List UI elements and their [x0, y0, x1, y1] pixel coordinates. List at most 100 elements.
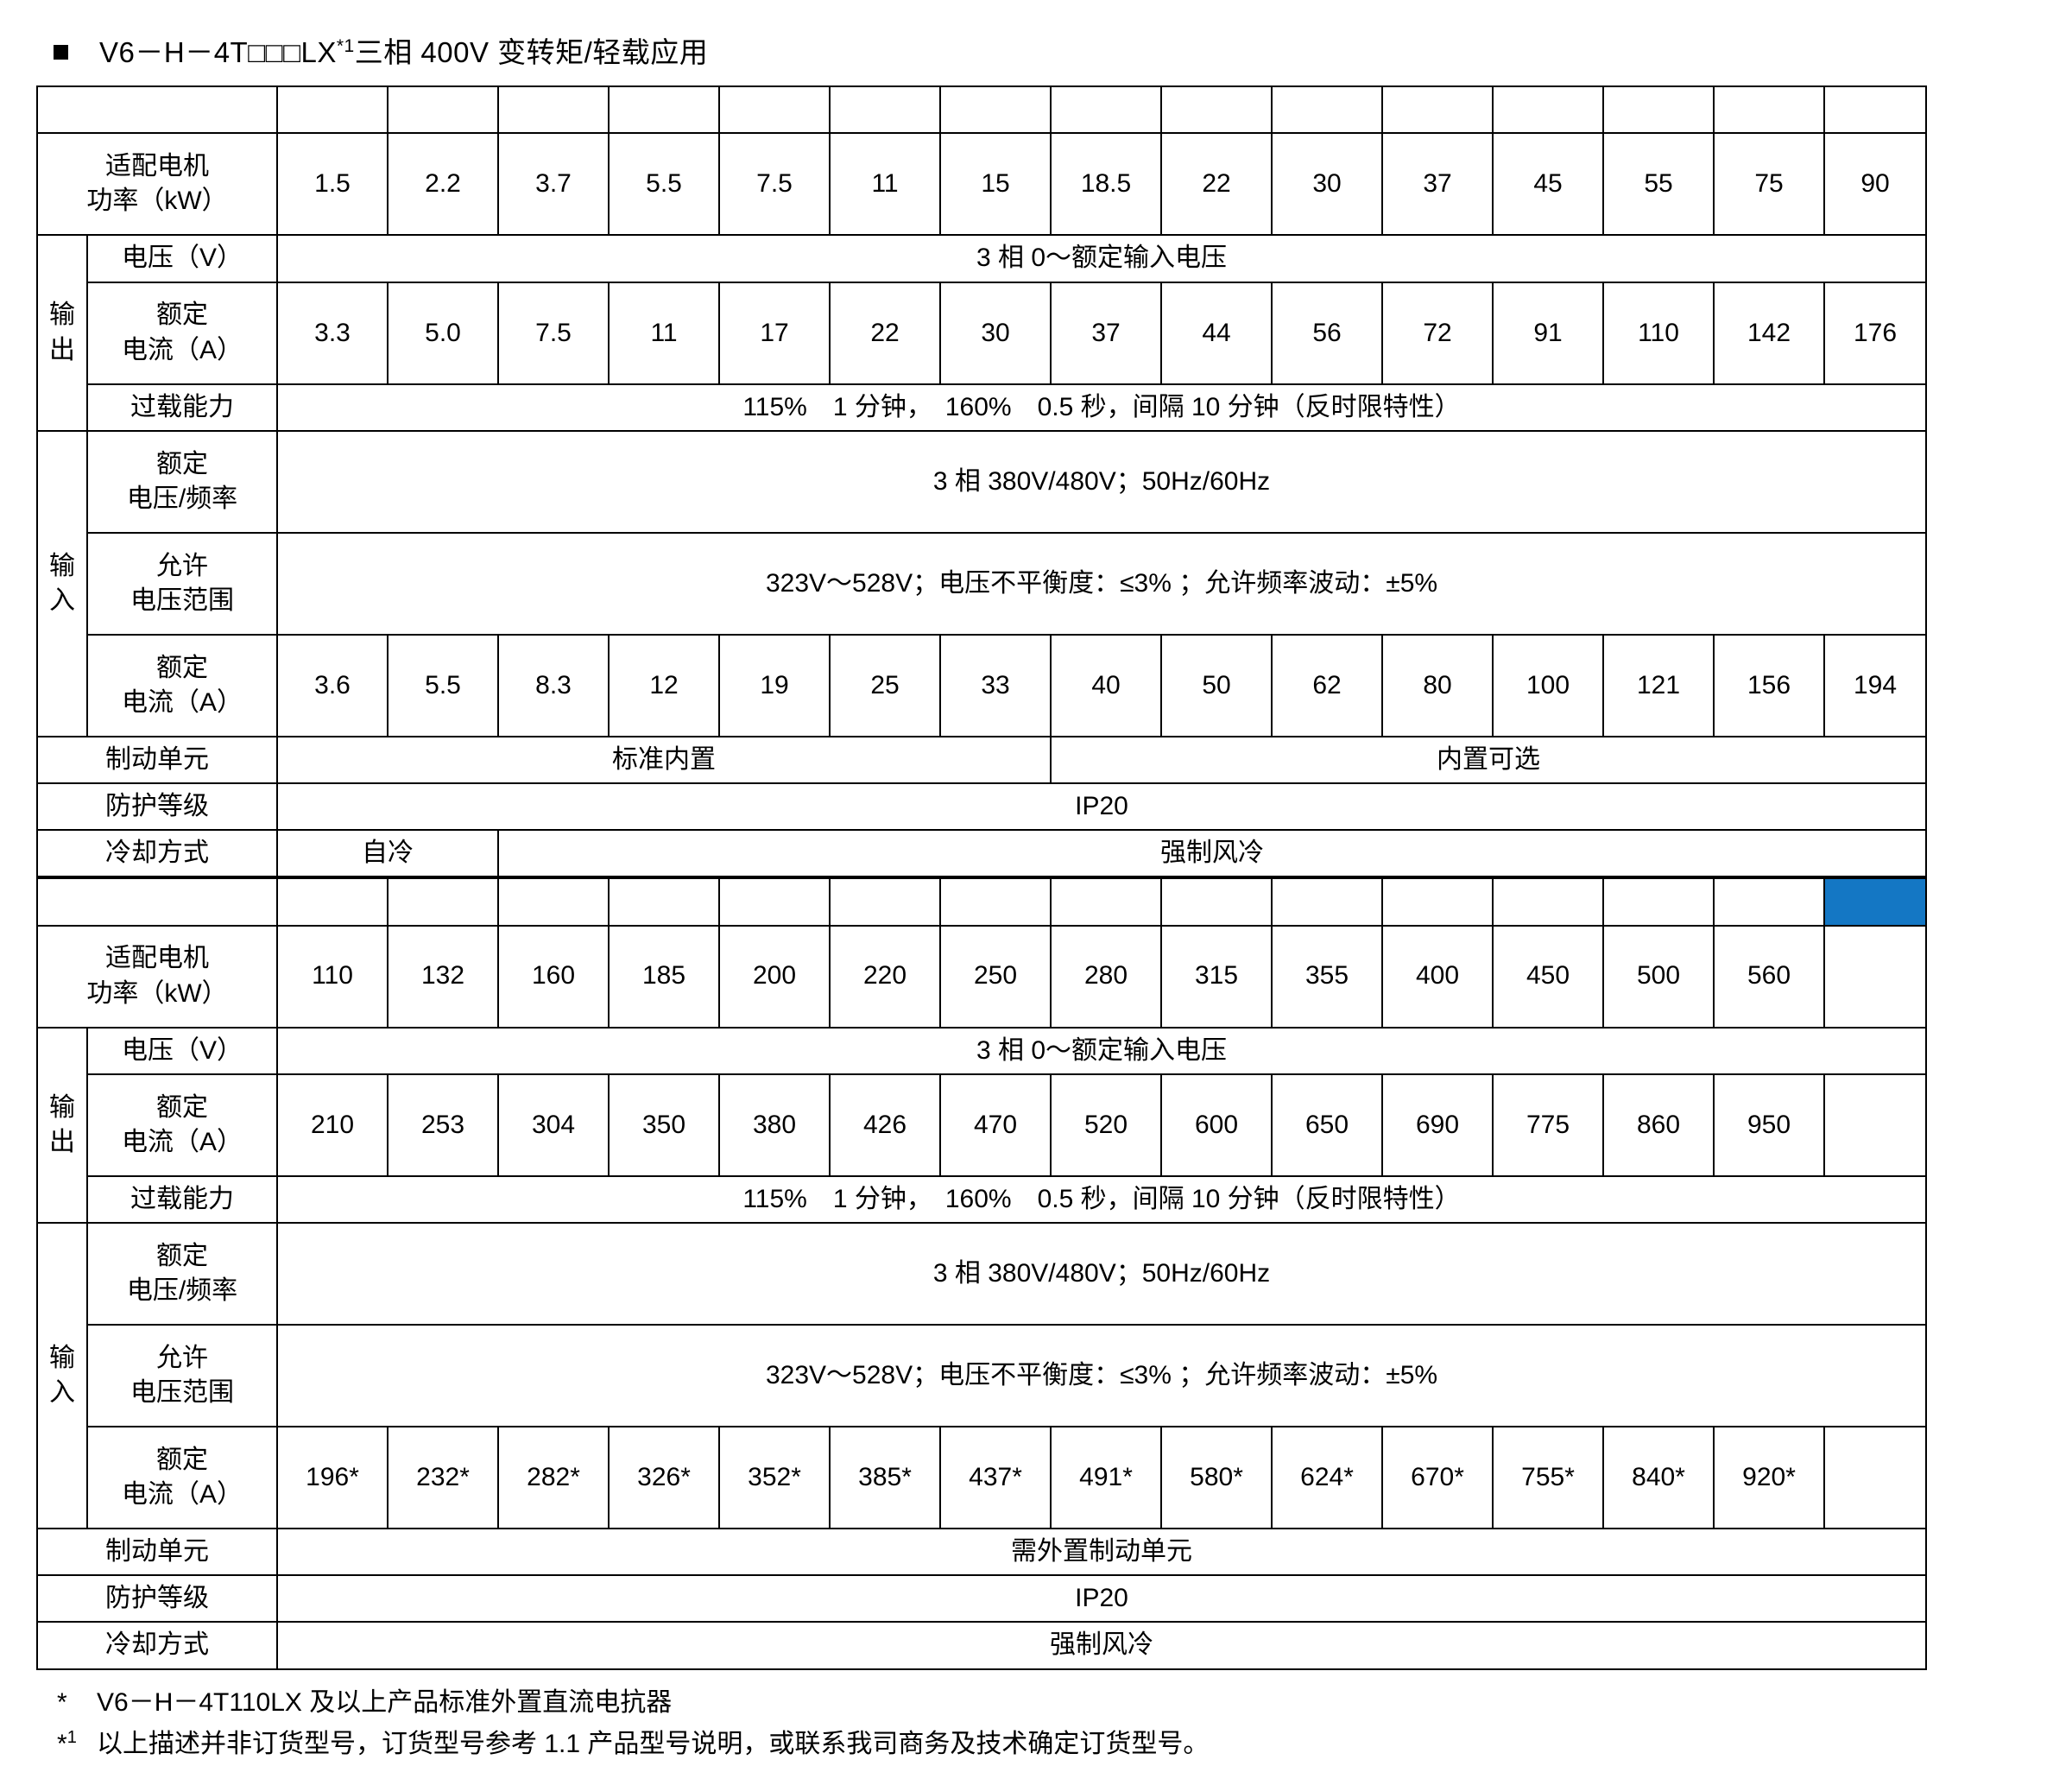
header-power-5: 11: [829, 85, 942, 135]
cell-input-current-5: 25: [829, 633, 942, 737]
cell2-motor-power-6: 250: [939, 924, 1052, 1029]
cell2-motor-power-13: 560: [1713, 924, 1826, 1029]
cell2-input-current-14: [1823, 1425, 1928, 1529]
cell2-input-current-1: 232*: [387, 1425, 500, 1529]
table2-row-input-vf: 输 入 额定 电压/频率 3 相 380V/480V；50Hz/60Hz: [36, 1221, 1928, 1529]
header2-power-14: [1823, 877, 1928, 927]
cell-output-current-1: 5.0: [387, 281, 500, 385]
cell-input-current-7: 40: [1050, 633, 1163, 737]
row2-label-cooling: 冷却方式: [35, 1621, 279, 1670]
header-power-13: 75: [1713, 85, 1826, 135]
model-footnote-mark: *1: [336, 36, 355, 56]
cell-overload-value: 115% 1 分钟， 160% 0.5 秒，间隔 10 分钟（反时限特性）: [276, 383, 1928, 432]
header-power-14: 90: [1823, 85, 1928, 135]
cell2-protection-value: IP20: [276, 1574, 1928, 1624]
table2-row-motor-power: 适配电机 功率（kW） 110 132 160 185 200 220 250 …: [35, 924, 1928, 1029]
row2-label-output-current: 额定 电流（A）: [85, 1073, 279, 1177]
cell-output-current-10: 72: [1381, 281, 1494, 385]
table2-row-protection: 防护等级 IP20: [35, 1574, 1928, 1624]
cell-brake-builtin-opt: 内置可选: [1050, 735, 1928, 785]
cell2-motor-power-9: 355: [1271, 924, 1384, 1029]
row-label-overload: 过载能力: [85, 383, 279, 432]
cell2-cooling-forced: 强制风冷: [276, 1621, 1928, 1670]
row2-label-protection: 防护等级: [35, 1574, 279, 1624]
cell2-output-current-9: 650: [1271, 1073, 1384, 1177]
row-label-protection: 防护等级: [35, 782, 279, 832]
footnote-1: * V6－H－4T110LX 及以上产品标准外置直流电抗器: [57, 1682, 2037, 1725]
header-power-6: 15: [939, 85, 1052, 135]
cell-output-current-11: 91: [1492, 281, 1605, 385]
cell2-output-current-1: 253: [387, 1073, 500, 1177]
table2-row-input-range: 允许 电压范围 323V～528V；电压不平衡度：≤3% ；允许频率波动：±5%: [37, 1323, 1928, 1427]
row-label-motor-power: 适配电机 功率（kW）: [35, 132, 279, 237]
group-label-input: 输 入: [36, 429, 88, 737]
spec-table-2: 功率（kW） 110 132 160 185 200 220 250 280 3…: [35, 877, 1928, 1670]
cell2-output-voltage-value: 3 相 0～额定输入电压: [276, 1026, 1928, 1075]
cell-motor-power-10: 37: [1381, 132, 1494, 237]
cell2-input-current-8: 580*: [1160, 1425, 1273, 1529]
cell2-input-current-4: 352*: [718, 1425, 831, 1529]
row2-label-brake-unit: 制动单元: [35, 1527, 279, 1577]
cell-motor-power-0: 1.5: [276, 132, 389, 237]
cell-output-current-13: 142: [1713, 281, 1826, 385]
group-label-output: 输 出: [36, 234, 88, 432]
cell-input-current-9: 62: [1271, 633, 1384, 737]
cell-input-current-6: 33: [939, 633, 1052, 737]
spec-table-1: 功率（kW） 1.5 2.2 3.7 5.5 7.5 11 15 18.5 22…: [35, 85, 1928, 878]
header-power-8: 22: [1160, 85, 1273, 135]
cell-input-current-0: 3.6: [276, 633, 389, 737]
table-row-power-header: 功率（kW） 1.5 2.2 3.7 5.5 7.5 11 15 18.5 22…: [35, 85, 1928, 135]
header2-power-0: 110: [276, 877, 389, 927]
table-row-motor-power: 适配电机 功率（kW） 1.5 2.2 3.7 5.5 7.5 11 15 18…: [35, 132, 1928, 237]
row2-label-motor-power: 适配电机 功率（kW）: [35, 924, 279, 1029]
row-label-input-vf: 额定 电压/频率: [85, 429, 279, 534]
table-row-cooling: 冷却方式 自冷 强制风冷: [35, 829, 1928, 878]
header-power-label: 功率（kW）: [35, 85, 279, 135]
cell2-output-current-0: 210: [276, 1073, 389, 1177]
row2-label-overload: 过载能力: [85, 1174, 279, 1224]
table-row-brake-unit: 制动单元 标准内置 内置可选: [35, 735, 1928, 785]
model-code: V6－H－4T□□□LX: [99, 36, 337, 68]
cell2-input-current-10: 670*: [1381, 1425, 1494, 1529]
table-row-output-voltage: 输 出 电压（V） 3 相 0～额定输入电压: [36, 234, 1928, 432]
cell2-input-current-5: 385*: [829, 1425, 942, 1529]
row-label-input-range: 允许 电压范围: [85, 531, 279, 636]
cell-cooling-forced: 强制风冷: [497, 829, 1928, 878]
cell-motor-power-8: 22: [1160, 132, 1273, 237]
cell-motor-power-5: 11: [829, 132, 942, 237]
cell-input-current-3: 12: [608, 633, 721, 737]
cell-output-current-0: 3.3: [276, 281, 389, 385]
header-power-11: 45: [1492, 85, 1605, 135]
header2-power-label: 功率（kW）: [35, 877, 279, 927]
cell2-input-current-7: 491*: [1050, 1425, 1163, 1529]
cell-input-current-8: 50: [1160, 633, 1273, 737]
cell-motor-power-11: 45: [1492, 132, 1605, 237]
header-power-12: 55: [1602, 85, 1715, 135]
row2-label-output-voltage: 电压（V）: [85, 1026, 279, 1075]
cell2-output-current-11: 775: [1492, 1073, 1605, 1177]
cell2-output-current-10: 690: [1381, 1073, 1494, 1177]
row-label-output-voltage: 电压（V）: [85, 234, 279, 283]
header-power-0: 1.5: [276, 85, 389, 135]
table-row-output-current: 额定 电流（A） 3.3 5.0 7.5 11 17 22 30 37 44 5…: [37, 281, 1928, 385]
table2-row-overload: 过载能力 115% 1 分钟， 160% 0.5 秒，间隔 10 分钟（反时限特…: [37, 1174, 1928, 1224]
cell-protection-value: IP20: [276, 782, 1928, 832]
table2-row-cooling: 冷却方式 强制风冷: [35, 1621, 1928, 1670]
cell-motor-power-14: 90: [1823, 132, 1928, 237]
table2-row-power-header: 功率（kW） 110 132 160 185 200 220 250 280 3…: [35, 877, 1928, 927]
cell-motor-power-2: 3.7: [497, 132, 610, 237]
cell2-motor-power-5: 220: [829, 924, 942, 1029]
cell2-brake-external: 需外置制动单元: [276, 1527, 1928, 1577]
row-label-cooling: 冷却方式: [35, 829, 279, 878]
cell-input-current-1: 5.5: [387, 633, 500, 737]
cell2-input-current-0: 196*: [276, 1425, 389, 1529]
row-label-input-current: 额定 电流（A）: [85, 633, 279, 737]
cell2-motor-power-3: 185: [608, 924, 721, 1029]
footnote-2-mark: *1: [57, 1728, 77, 1759]
header2-power-7: 280: [1050, 877, 1163, 927]
cell-cooling-natural: 自冷: [276, 829, 500, 878]
footnote-2: *1 以上描述并非订货型号，订货型号参考 1.1 产品型号说明，或联系我司商务及…: [57, 1724, 2037, 1766]
footnotes: * V6－H－4T110LX 及以上产品标准外置直流电抗器 *1 以上描述并非订…: [57, 1682, 2037, 1766]
cell2-overload-value: 115% 1 分钟， 160% 0.5 秒，间隔 10 分钟（反时限特性）: [276, 1174, 1928, 1224]
